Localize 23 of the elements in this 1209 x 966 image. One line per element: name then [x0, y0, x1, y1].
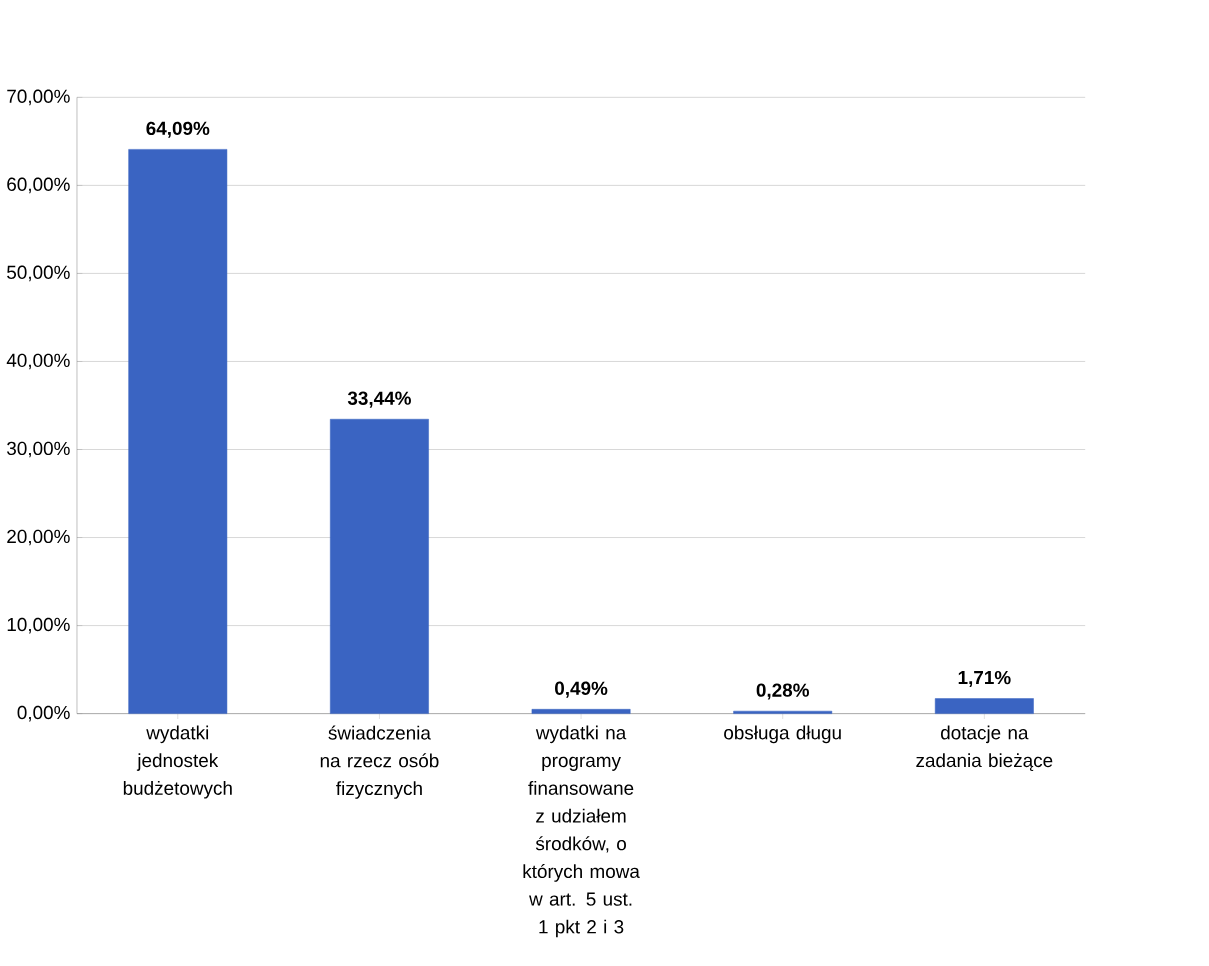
bar: [128, 149, 228, 714]
x-tick-label: dotacje na zadania bieżące: [916, 725, 1053, 771]
y-tick-label: 20,00%: [7, 529, 70, 546]
y-tick-label: 70,00%: [7, 89, 70, 106]
y-tick-label: 30,00%: [7, 441, 70, 458]
x-tick-label: wydatki jednostek budżetowych: [123, 725, 232, 799]
bar: [733, 710, 833, 714]
bar: [934, 698, 1034, 714]
y-tick-label: 60,00%: [7, 177, 70, 194]
x-tick-label: świadczenia na rzecz osób fizycznych: [320, 725, 439, 799]
x-tick-label: wydatki na programy finansowane z udziałem środków, o których mowa w art. 5 ust. 1 pkt 2 i 3: [523, 725, 640, 938]
bar: [531, 709, 631, 714]
data-label: 64,09%: [146, 121, 210, 138]
x-tick-label: obsługa długu: [724, 725, 841, 744]
data-label: 0,49%: [555, 681, 608, 698]
y-tick-label: 10,00%: [7, 617, 70, 634]
y-tick-label: 0,00%: [17, 705, 70, 722]
data-label: 1,71%: [958, 670, 1011, 687]
data-label: 33,44%: [347, 391, 411, 408]
data-label: 0,28%: [756, 683, 810, 700]
bar: [330, 418, 429, 714]
y-tick-label: 50,00%: [7, 265, 70, 282]
y-tick-label: 40,00%: [6, 353, 70, 370]
